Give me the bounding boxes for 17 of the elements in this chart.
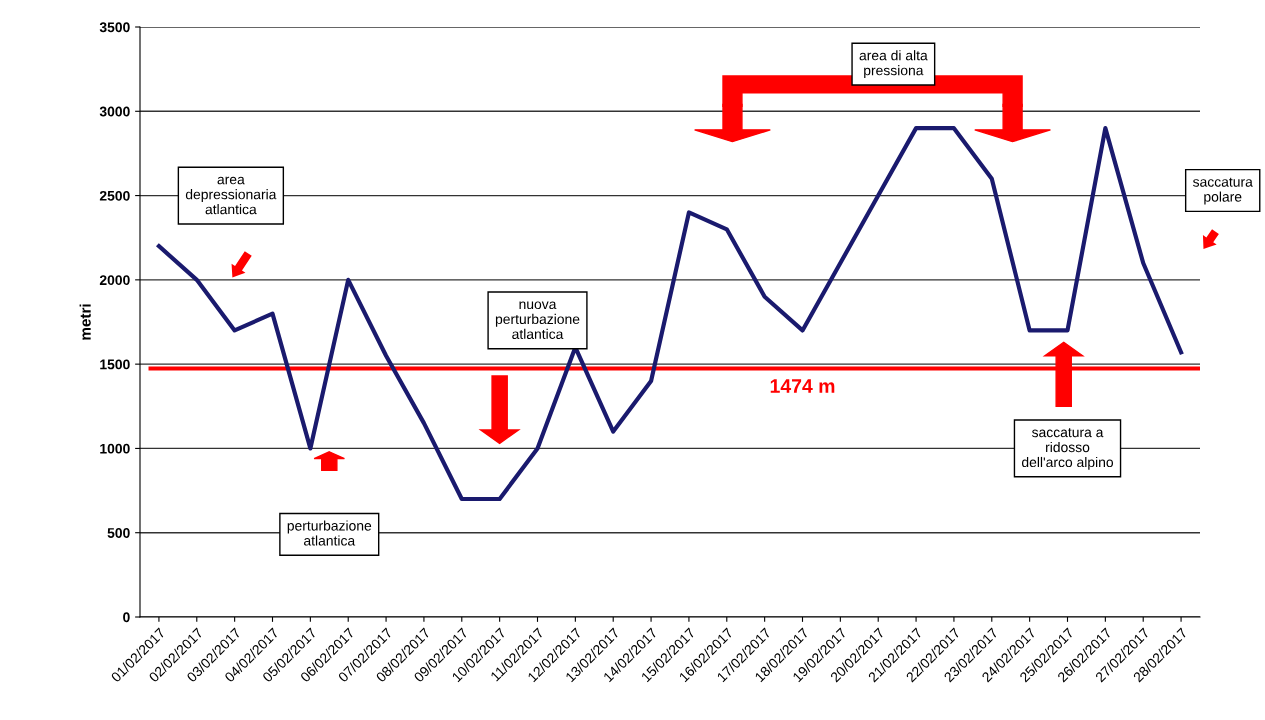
y-axis-title: metri (79, 304, 91, 340)
y-tick-label: 500 (107, 528, 130, 538)
annotation: perturbazione atlantica (287, 520, 372, 546)
y-tick-label: 1000 (100, 443, 130, 454)
y-tick-label: 3500 (99, 22, 130, 33)
ref-line-label: 1474 m (770, 379, 835, 393)
annotation: area depressionaria atlantica (185, 176, 277, 215)
y-tick-label: 0 (123, 612, 130, 623)
annotation: saccatura a ridosso dell'arco alpino (1021, 428, 1114, 470)
y-tick-label: 2000 (99, 275, 130, 286)
line-series (156, 126, 1184, 502)
annotation: nuova perturbazione atlantica (495, 301, 580, 339)
annotation: saccatura polare (1193, 177, 1253, 205)
y-tick-label: 1500 (100, 359, 130, 370)
annotation: area di alta pressiona (859, 50, 928, 79)
y-tick-label: 2500 (99, 190, 130, 201)
y-tick-label: 3000 (99, 106, 130, 117)
